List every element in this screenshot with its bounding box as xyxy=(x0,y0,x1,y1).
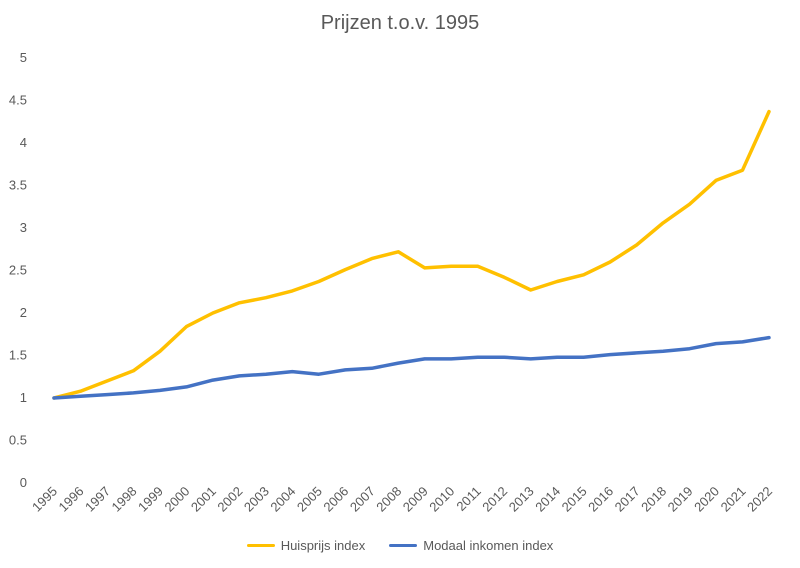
legend-swatch-modaal-inkomen xyxy=(389,544,418,547)
y-tick-label: 2 xyxy=(20,305,27,320)
series-line-modaal-inkomen xyxy=(52,335,771,400)
y-tick-label: 4.5 xyxy=(9,93,27,108)
y-tick-label: 2.5 xyxy=(9,263,27,278)
y-tick-label: 3 xyxy=(20,220,27,235)
y-tick-label: 5 xyxy=(20,50,27,65)
legend-label-huisprijs: Huisprijs index xyxy=(280,538,366,553)
x-tick-label: 2000 xyxy=(161,484,192,515)
y-tick-label: 4 xyxy=(20,135,27,150)
x-tick-label: 2011 xyxy=(453,484,483,514)
x-tick-label: 1997 xyxy=(82,484,113,515)
x-tick-label: 2017 xyxy=(612,484,643,515)
x-tick-label: 2013 xyxy=(506,484,537,515)
x-tick-label: 2002 xyxy=(214,484,245,515)
x-tick-label: 1995 xyxy=(29,484,60,515)
x-tick-label: 2018 xyxy=(638,484,669,515)
chart-legend: Huisprijs index Modaal inkomen index xyxy=(0,538,800,553)
legend-swatch-huisprijs xyxy=(246,544,275,547)
x-tick-label: 2009 xyxy=(400,484,431,515)
x-tick-label: 2003 xyxy=(241,484,272,515)
x-tick-label: 1998 xyxy=(109,484,140,515)
x-tick-label: 2021 xyxy=(718,484,749,515)
series-line-huisprijs xyxy=(52,109,771,400)
x-tick-label: 2014 xyxy=(532,484,563,515)
x-tick-label: 2001 xyxy=(188,484,219,515)
x-tick-label: 1999 xyxy=(135,484,166,515)
x-tick-label: 2010 xyxy=(426,484,457,515)
x-tick-label: 2020 xyxy=(691,484,722,515)
legend-item-modaal-inkomen: Modaal inkomen index xyxy=(389,538,553,553)
y-tick-label: 1 xyxy=(20,390,27,405)
x-tick-label: 2022 xyxy=(744,484,775,515)
y-tick-label: 0.5 xyxy=(9,433,27,448)
x-tick-label: 2004 xyxy=(267,484,298,515)
legend-label-modaal-inkomen: Modaal inkomen index xyxy=(423,538,554,553)
x-tick-label: 2015 xyxy=(559,484,590,515)
chart-title: Prijzen t.o.v. 1995 xyxy=(320,12,480,34)
x-tick-label: 1996 xyxy=(56,484,87,515)
x-tick-label: 2006 xyxy=(320,484,351,515)
y-tick-label: 0 xyxy=(20,475,27,490)
x-tick-label: 2007 xyxy=(347,484,378,515)
legend-item-huisprijs: Huisprijs index xyxy=(246,538,366,553)
y-tick-label: 3.5 xyxy=(9,178,27,193)
x-tick-label: 2016 xyxy=(585,484,616,515)
x-tick-label: 2012 xyxy=(479,484,510,515)
x-tick-label: 2008 xyxy=(373,484,404,515)
x-tick-label: 2005 xyxy=(294,484,325,515)
x-tick-label: 2019 xyxy=(665,484,696,515)
y-tick-label: 1.5 xyxy=(9,348,27,363)
